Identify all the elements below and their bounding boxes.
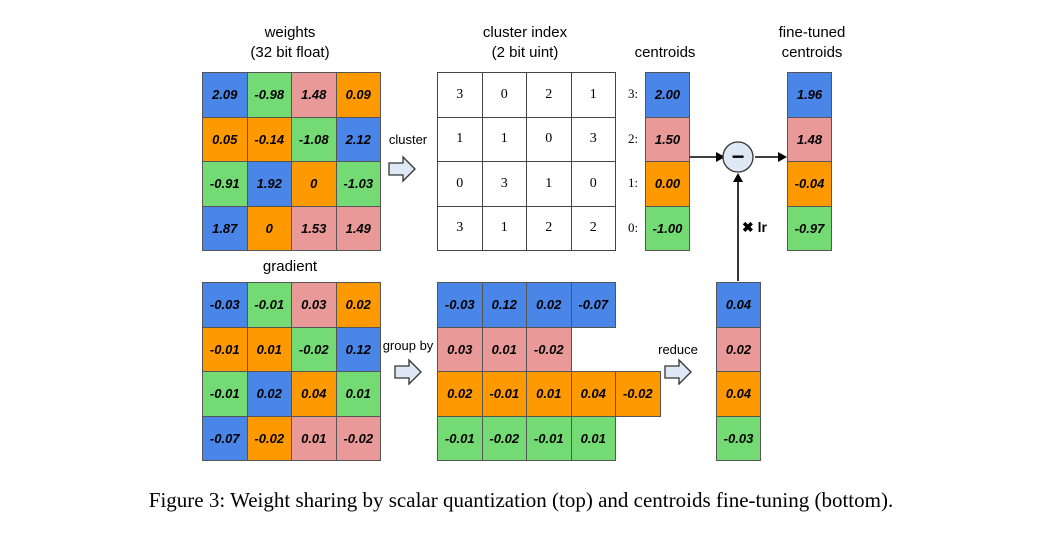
reduce-arrow-label: reduce: [658, 342, 698, 357]
grouped-gradient-cell: 0.12: [481, 282, 527, 328]
centroid-cell: 1.50: [645, 116, 690, 162]
cluster-index-cell: 3: [437, 205, 483, 251]
group-by-arrow-label: group by: [382, 338, 434, 353]
cluster-index-cell: 1: [526, 161, 572, 207]
cluster-index-cell: 0: [481, 72, 527, 118]
grouped-gradient-cell: -0.01: [437, 415, 483, 461]
weight-cell: 0: [291, 161, 337, 207]
cluster-index-title: cluster index: [482, 24, 568, 41]
gradient-cell: -0.07: [202, 415, 248, 461]
gradient-cell: 0.12: [335, 326, 381, 372]
subtract-operator-icon: [722, 141, 754, 173]
centroid-index-label: 1:: [628, 175, 639, 190]
gradient-cell: 0.01: [335, 371, 381, 417]
gradient-cell: -0.03: [202, 282, 248, 328]
centroid-cell: 0.00: [645, 161, 690, 207]
gradient-cell: 0.01: [246, 326, 292, 372]
fine-tuned-centroid-cell: -0.97: [787, 205, 832, 251]
grouped-gradient-cell: 0.01: [570, 415, 616, 461]
weight-cell: 1.92: [246, 161, 292, 207]
centroid-cell: -1.00: [645, 205, 690, 251]
reduced-gradient-cell: -0.03: [716, 415, 761, 461]
gradient-cell: 0.02: [246, 371, 292, 417]
cluster-arrow-icon: [388, 155, 416, 183]
grouped-gradient-cell: -0.02: [481, 415, 527, 461]
gradient-cell: -0.01: [246, 282, 292, 328]
weight-cell: 1.87: [202, 205, 248, 251]
gradient-cell: -0.02: [291, 326, 337, 372]
gradient-cell: -0.01: [202, 326, 248, 372]
weight-cell: 1.49: [335, 205, 381, 251]
cluster-index-cell: 1: [481, 116, 527, 162]
grouped-gradient-cell: -0.03: [437, 282, 483, 328]
centroid-cell: 2.00: [645, 72, 690, 118]
grouped-gradient-cell: -0.01: [481, 371, 527, 417]
cluster-index-cell: 0: [437, 161, 483, 207]
learning-rate-label: ✖ lr: [742, 219, 767, 235]
cluster-index-cell: 0: [570, 161, 616, 207]
weight-cell: -1.08: [291, 116, 337, 162]
weight-cell: -1.03: [335, 161, 381, 207]
weight-cell: -0.98: [246, 72, 292, 118]
cluster-arrow-label: cluster: [388, 132, 428, 147]
gradient-cell: -0.02: [246, 415, 292, 461]
grouped-gradient-cell: -0.07: [570, 282, 616, 328]
weight-cell: 0.09: [335, 72, 381, 118]
gradient-cell: -0.01: [202, 371, 248, 417]
centroid-index-label: 2:: [628, 130, 639, 146]
cluster-index-cell: 1: [437, 116, 483, 162]
grouped-gradient-cell: -0.01: [526, 415, 572, 461]
weight-cell: 1.48: [291, 72, 337, 118]
cluster-index-cell: 2: [570, 205, 616, 251]
grouped-gradient-cell: -0.02: [526, 326, 572, 372]
grouped-gradient-cell: 0.02: [437, 371, 483, 417]
minus-symbol: −: [731, 144, 745, 169]
weights-subtitle: (32 bit float): [250, 44, 330, 61]
weight-cell: 0: [246, 205, 292, 251]
grouped-gradient-cell: 0.03: [437, 326, 483, 372]
reduce-arrow-icon: [664, 358, 692, 386]
grouped-gradient-cell: 0.02: [526, 282, 572, 328]
gradient-cell: -0.02: [335, 415, 381, 461]
group-by-arrow-icon: [394, 358, 422, 386]
centroid-index-label: 3:: [628, 86, 639, 101]
weight-cell: -0.14: [246, 116, 292, 162]
figure-caption: Figure 3: Weight sharing by scalar quant…: [148, 488, 894, 512]
grouped-gradient-cell: 0.01: [526, 371, 572, 417]
cluster-index-subtitle: (2 bit uint): [491, 44, 559, 61]
grouped-gradient-cell: 0.04: [570, 371, 616, 417]
gradient-title: gradient: [262, 258, 318, 275]
weights-title: weights: [264, 24, 316, 41]
reduced-gradient-cell: 0.04: [716, 282, 761, 328]
fine-tuned-centroid-cell: 1.96: [787, 72, 832, 118]
cluster-index-cell: 3: [481, 161, 527, 207]
weight-cell: -0.91: [202, 161, 248, 207]
cluster-index-cell: 3: [570, 116, 616, 162]
gradient-cell: 0.03: [291, 282, 337, 328]
fine-tuned-centroid-cell: 1.48: [787, 116, 832, 162]
centroid-index-label: 0:: [628, 219, 639, 235]
grouped-gradient-cell: 0.01: [481, 326, 527, 372]
weight-cell: 2.12: [335, 116, 381, 162]
grouped-gradient-cell: -0.02: [615, 371, 661, 417]
fine-tuned-subtitle: centroids: [781, 44, 843, 61]
fine-tuned-centroid-cell: -0.04: [787, 161, 832, 207]
cluster-index-cell: 1: [481, 205, 527, 251]
cluster-index-cell: 2: [526, 72, 572, 118]
cluster-index-cell: 1: [570, 72, 616, 118]
fine-tuned-title: fine-tuned: [778, 24, 846, 41]
reduced-gradient-cell: 0.02: [716, 326, 761, 372]
gradient-cell: 0.04: [291, 371, 337, 417]
weight-cell: 2.09: [202, 72, 248, 118]
centroids-title: centroids: [634, 44, 696, 61]
gradient-cell: 0.02: [335, 282, 381, 328]
reduced-gradient-cell: 0.04: [716, 371, 761, 417]
weight-cell: 0.05: [202, 116, 248, 162]
weight-cell: 1.53: [291, 205, 337, 251]
cluster-index-cell: 2: [526, 205, 572, 251]
cluster-index-cell: 3: [437, 72, 483, 118]
gradient-cell: 0.01: [291, 415, 337, 461]
cluster-index-cell: 0: [526, 116, 572, 162]
